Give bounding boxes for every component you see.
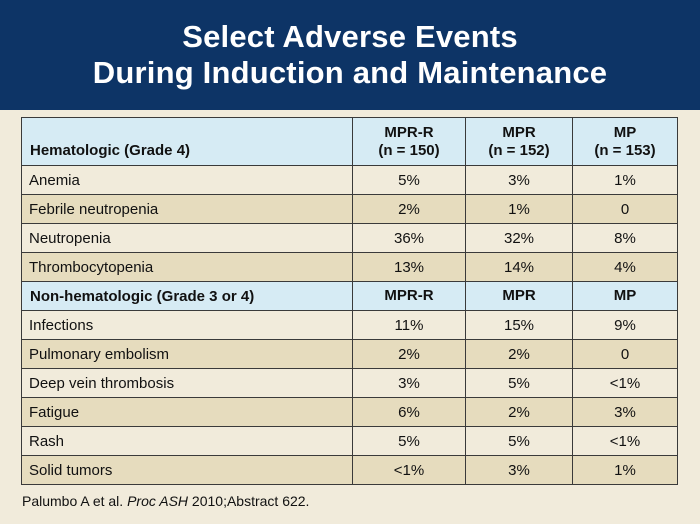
table-row: Febrile neutropenia 2% 1% 0 [21,194,678,224]
value-cell: 1% [572,455,678,485]
column-header-mpr-r: MPR-R [352,281,466,311]
non-hematologic-header-row: Non-hematologic (Grade 3 or 4) MPR-R MPR… [21,281,678,311]
value-cell: 32% [465,223,573,253]
column-header-n: (n = 150) [378,141,440,159]
value-cell: 3% [465,165,573,195]
value-cell: 2% [352,194,466,224]
value-cell: 15% [465,310,573,340]
column-header-name: MP [613,123,637,141]
event-label: Deep vein thrombosis [21,368,353,398]
value-cell: <1% [572,368,678,398]
event-label: Neutropenia [21,223,353,253]
citation: Palumbo A et al. Proc ASH 2010;Abstract … [22,493,309,509]
table-row: Solid tumors <1% 3% 1% [21,455,678,485]
value-cell: 0 [572,194,678,224]
adverse-events-table: Hematologic (Grade 4) MPR-R (n = 150) MP… [21,117,678,485]
value-cell: 5% [352,165,466,195]
value-cell: 13% [352,252,466,282]
event-label: Fatigue [21,397,353,427]
value-cell: 5% [352,426,466,456]
citation-journal: Proc ASH [127,493,189,509]
value-cell: 2% [465,339,573,369]
value-cell: 14% [465,252,573,282]
table-row: Pulmonary embolism 2% 2% 0 [21,339,678,369]
citation-details: 2010;Abstract 622. [188,493,310,509]
event-label: Febrile neutropenia [21,194,353,224]
value-cell: 1% [572,165,678,195]
column-header-name: MPR-R [384,123,434,141]
value-cell: 2% [352,339,466,369]
value-cell: 4% [572,252,678,282]
table-row: Rash 5% 5% <1% [21,426,678,456]
event-label: Rash [21,426,353,456]
table-row: Neutropenia 36% 32% 8% [21,223,678,253]
column-header-name: MPR [502,123,536,141]
value-cell: 5% [465,426,573,456]
column-header-n: (n = 153) [594,141,656,159]
non-hematologic-section-label: Non-hematologic (Grade 3 or 4) [21,281,353,311]
event-label: Thrombocytopenia [21,252,353,282]
slide-title-line-1: Select Adverse Events [182,19,518,54]
event-label: Pulmonary embolism [21,339,353,369]
column-header-mp: MP [572,281,678,311]
value-cell: 2% [465,397,573,427]
value-cell: 1% [465,194,573,224]
value-cell: 3% [352,368,466,398]
value-cell: 5% [465,368,573,398]
value-cell: 3% [572,397,678,427]
hematologic-section-label: Hematologic (Grade 4) [21,117,353,166]
column-header-mpr: MPR (n = 152) [465,117,573,166]
column-header-mpr: MPR [465,281,573,311]
value-cell: 11% [352,310,466,340]
value-cell: 6% [352,397,466,427]
title-band: Select Adverse Events During Induction a… [0,0,700,110]
column-header-n: (n = 152) [488,141,550,159]
hematologic-header-row: Hematologic (Grade 4) MPR-R (n = 150) MP… [21,117,678,166]
citation-authors: Palumbo A et al. [22,493,128,509]
event-label: Infections [21,310,353,340]
value-cell: <1% [572,426,678,456]
table-row: Anemia 5% 3% 1% [21,165,678,195]
table-row: Deep vein thrombosis 3% 5% <1% [21,368,678,398]
event-label: Anemia [21,165,353,195]
table-row: Infections 11% 15% 9% [21,310,678,340]
event-label: Solid tumors [21,455,353,485]
slide-title-line-2: During Induction and Maintenance [92,55,608,90]
value-cell: 8% [572,223,678,253]
table-row: Thrombocytopenia 13% 14% 4% [21,252,678,282]
table-row: Fatigue 6% 2% 3% [21,397,678,427]
value-cell: 36% [352,223,466,253]
value-cell: 3% [465,455,573,485]
column-header-mpr-r: MPR-R (n = 150) [352,117,466,166]
value-cell: <1% [352,455,466,485]
value-cell: 0 [572,339,678,369]
column-header-mp: MP (n = 153) [572,117,678,166]
value-cell: 9% [572,310,678,340]
